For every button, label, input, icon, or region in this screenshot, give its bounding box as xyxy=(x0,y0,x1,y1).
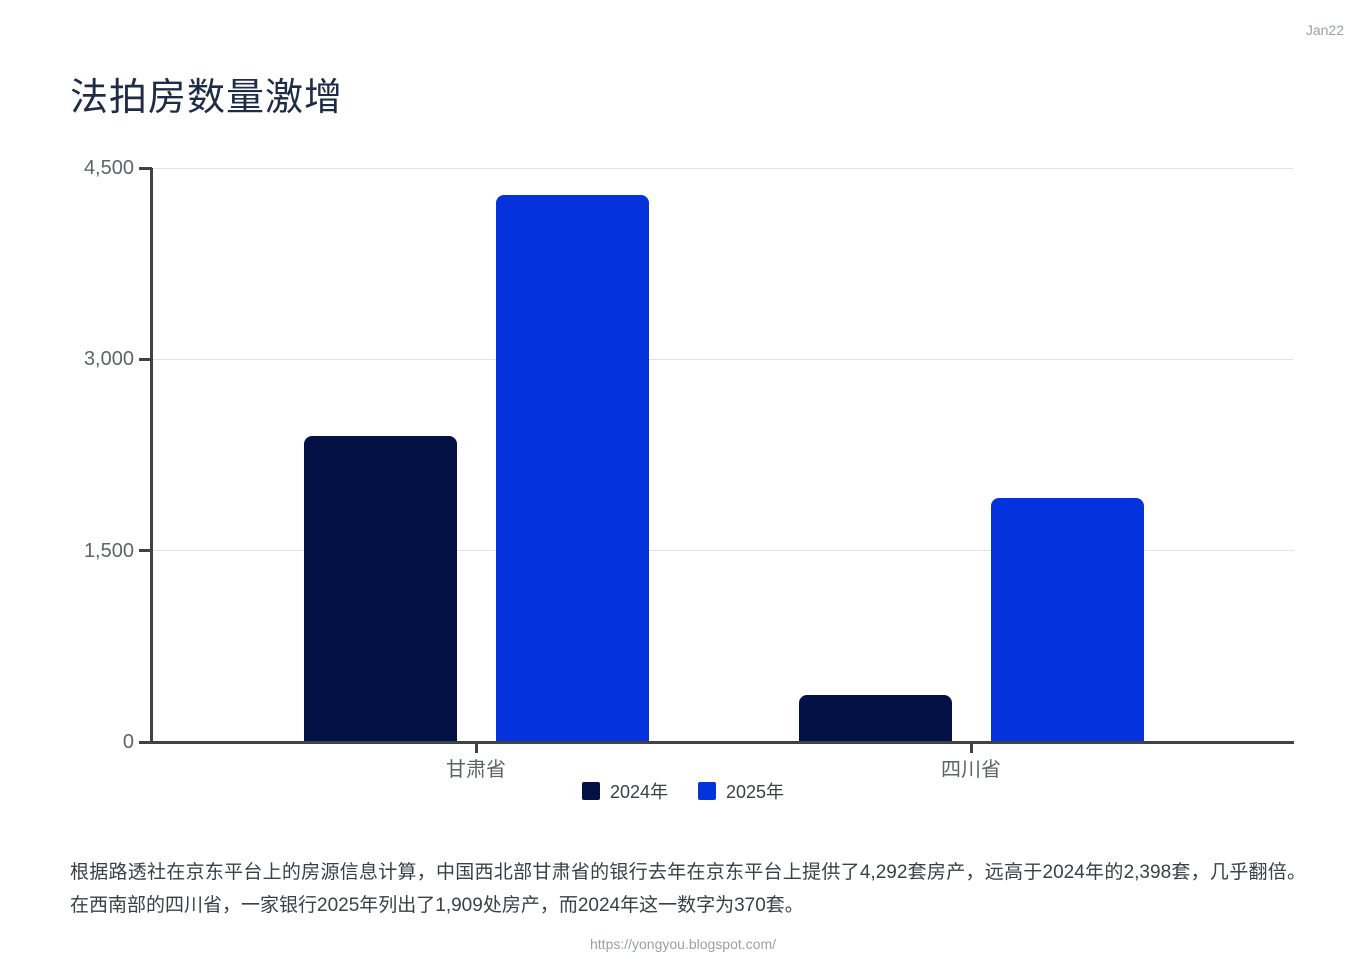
y-axis-label: 3,000 xyxy=(83,348,134,371)
legend-label: 2025年 xyxy=(726,782,785,802)
y-axis-tick xyxy=(139,549,152,553)
x-axis-line xyxy=(150,741,1294,744)
bar-2025年-四川省 xyxy=(990,498,1144,742)
y-axis-line xyxy=(150,168,153,744)
x-axis-label: 四川省 xyxy=(941,759,1001,781)
bar-2025年-甘肃省 xyxy=(495,194,649,742)
chart-title: 法拍房数量激增 xyxy=(70,77,344,119)
gridline xyxy=(152,550,1294,552)
legend-label: 2024年 xyxy=(609,782,668,802)
y-axis-label: 1,500 xyxy=(83,539,134,562)
legend-swatch xyxy=(698,782,716,800)
y-axis-tick xyxy=(139,357,152,361)
footer-url: https://yongyou.blogspot.com/ xyxy=(590,936,776,952)
legend-swatch xyxy=(581,782,600,800)
legend-item-2024年: 2024年 xyxy=(581,778,668,804)
bar-2024年-四川省 xyxy=(798,694,952,742)
x-axis-tick xyxy=(474,741,478,753)
chart-legend: 2024年 2025年 xyxy=(0,778,1366,804)
legend-item-2025年: 2025年 xyxy=(698,778,784,804)
gridline xyxy=(152,358,1294,360)
y-axis-label: 0 xyxy=(122,731,134,753)
bar-chart: 0 1,500 3,000 4,500 甘肃省 四川省 xyxy=(83,157,1294,781)
y-axis-label: 4,500 xyxy=(83,157,134,179)
x-axis-label: 甘肃省 xyxy=(446,759,506,781)
description-paragraph: 根据路透社在京东平台上的房源信息计算，中国西北部甘肃省的银行去年在京东平台上提供… xyxy=(70,862,1306,916)
date-label: Jan22 xyxy=(1305,22,1344,38)
gridline xyxy=(152,167,1294,169)
bar-2024年-甘肃省 xyxy=(303,436,457,742)
y-axis-tick xyxy=(139,740,152,744)
y-axis-tick xyxy=(139,166,152,170)
x-axis-tick xyxy=(969,741,973,753)
